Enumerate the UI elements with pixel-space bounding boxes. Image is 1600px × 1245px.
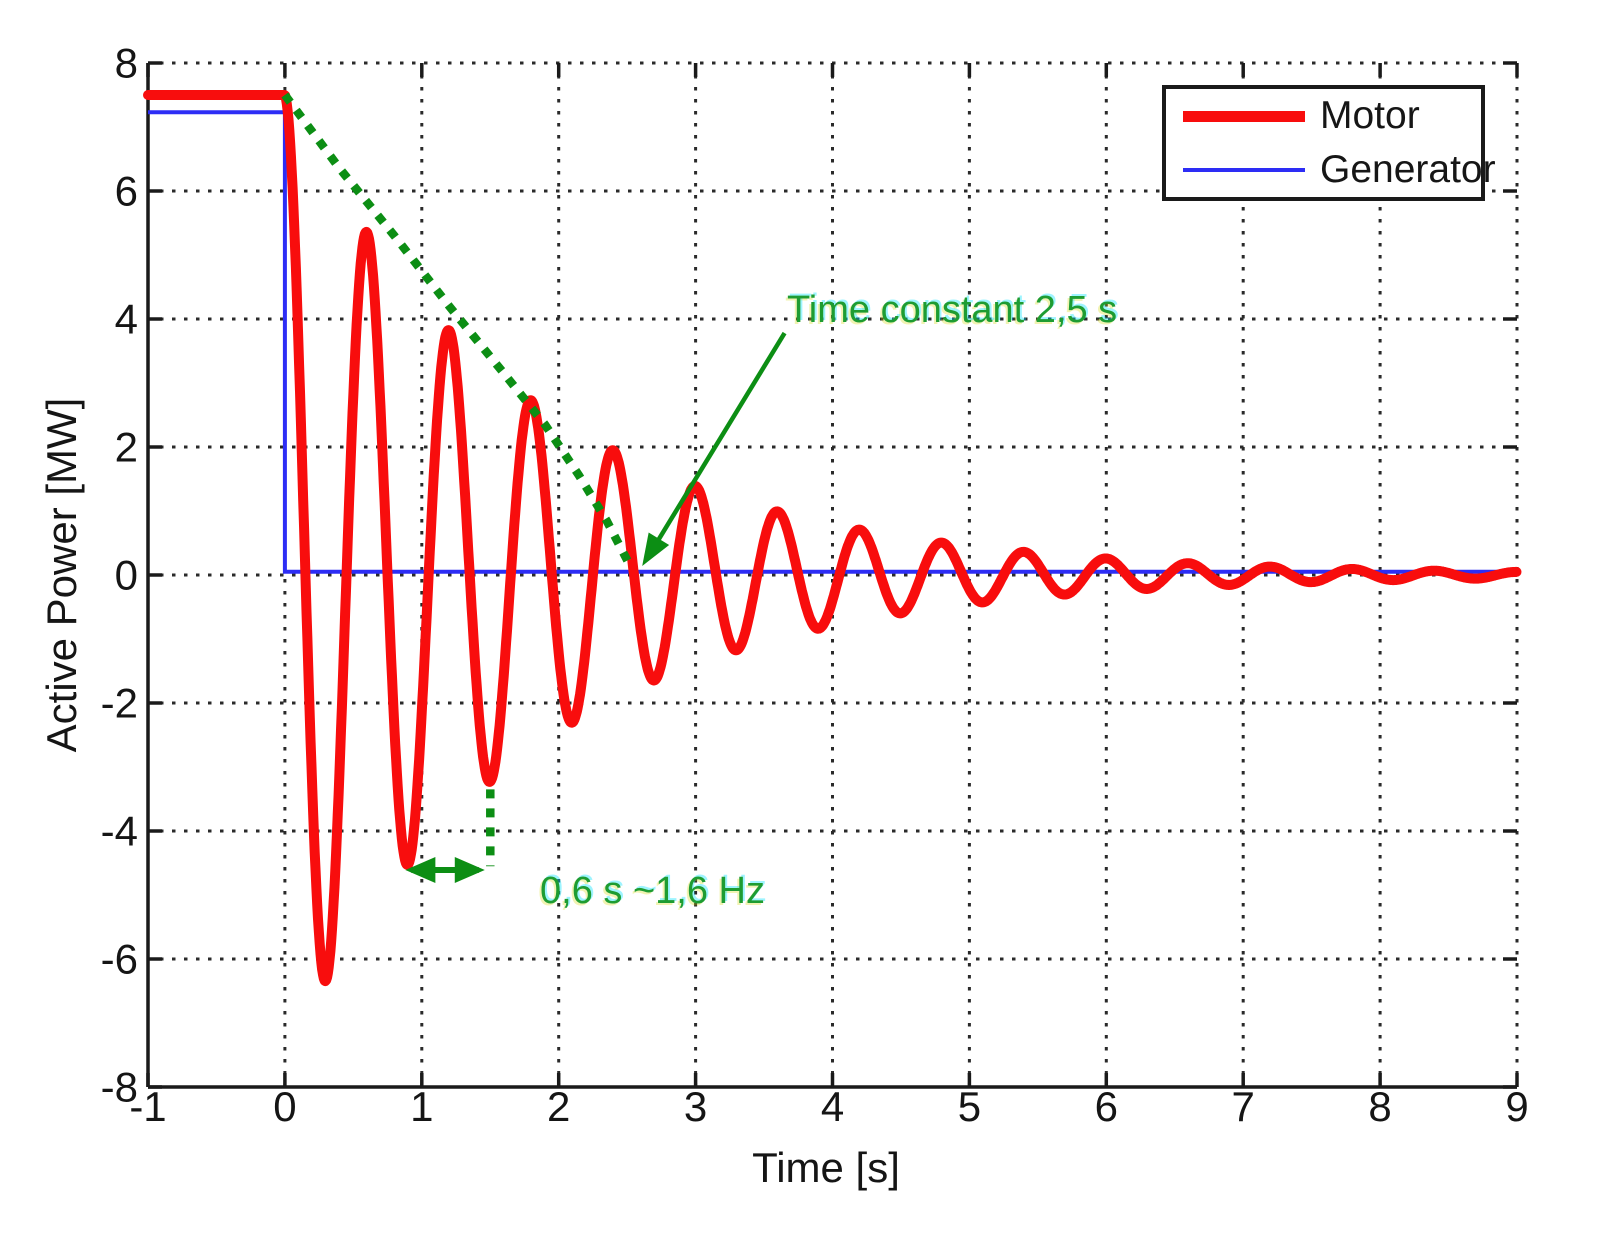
svg-text:0: 0 [273,1083,296,1130]
svg-text:4: 4 [115,296,138,343]
svg-text:4: 4 [821,1083,844,1130]
svg-text:8: 8 [115,40,138,87]
legend-label-generator: Generator [1320,148,1496,191]
generator-line-sample [1183,168,1305,172]
legend-row-generator: Generator [1166,143,1496,197]
svg-text:-1: -1 [129,1083,166,1130]
legend-row-motor: Motor [1166,89,1481,143]
svg-text:3: 3 [684,1083,707,1130]
svg-text:-8: -8 [101,1064,138,1111]
svg-text:6: 6 [1095,1083,1118,1130]
y-axis-label: Active Power [MW] [38,397,85,753]
x-axis-label: Time [s] [752,1144,900,1191]
motor-line-sample [1183,110,1305,122]
svg-text:1: 1 [410,1083,433,1130]
svg-text:-6: -6 [101,936,138,983]
legend: Motor Generator [1162,85,1496,201]
svg-text:5: 5 [958,1083,981,1130]
time-constant-annotation: Time constant 2,5 s [787,289,1118,331]
svg-text:-2: -2 [101,680,138,727]
svg-text:9: 9 [1505,1083,1528,1130]
svg-text:2: 2 [547,1083,570,1130]
svg-text:0: 0 [115,552,138,599]
svg-text:7: 7 [1232,1083,1255,1130]
period-annotation: 0,6 s ~1,6 Hz [540,870,765,912]
svg-text:2: 2 [115,424,138,471]
svg-text:8: 8 [1368,1083,1391,1130]
svg-text:-4: -4 [101,808,138,855]
svg-text:6: 6 [115,168,138,215]
legend-label-motor: Motor [1320,94,1420,137]
